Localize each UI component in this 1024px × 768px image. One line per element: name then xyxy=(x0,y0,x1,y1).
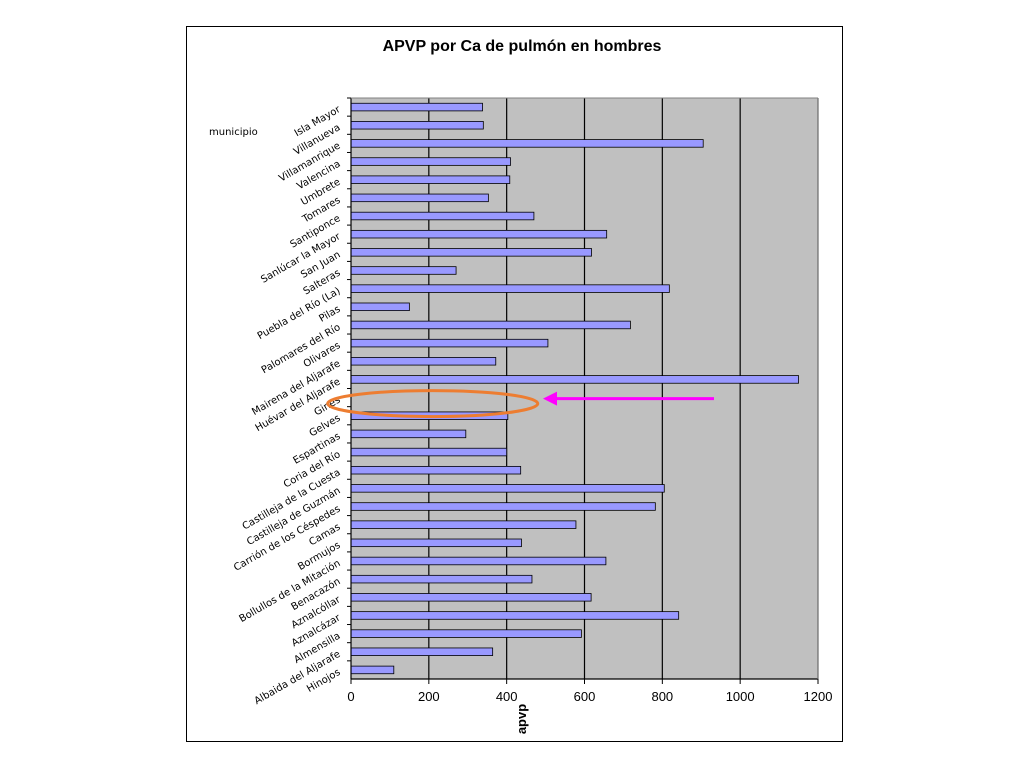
bar-benacazon xyxy=(350,574,533,584)
bar-isla-mayor xyxy=(350,102,483,112)
highlight-arrow-head xyxy=(543,391,557,406)
bar-huevar-del-aljarafe xyxy=(350,375,799,384)
bar-hinojos xyxy=(350,665,395,675)
bar-coria-del-rio xyxy=(350,447,508,457)
y-axis-title: municipio xyxy=(209,127,258,138)
x-tick-label-0: 0 xyxy=(347,689,354,704)
bar-villanueva xyxy=(350,121,484,130)
x-tick-label-800: 800 xyxy=(651,689,673,704)
bar-espartinas xyxy=(350,429,467,439)
chart-title: APVP por Ca de pulmón en hombres xyxy=(383,38,662,55)
axes xyxy=(347,97,819,684)
x-tick-label-400: 400 xyxy=(496,689,518,704)
x-tick-label-600: 600 xyxy=(574,689,596,704)
bar-villamanrique xyxy=(350,139,704,148)
bar-valencina xyxy=(350,157,511,166)
bar-aznalcazar xyxy=(350,611,680,620)
bar-palomares-del-rio xyxy=(350,320,631,330)
bar-tomares xyxy=(350,193,489,203)
bar-albaida-del-aljarafe xyxy=(350,647,494,656)
bar-castilleja-de-guzman xyxy=(350,484,665,493)
annotations xyxy=(326,389,714,419)
bar-castilleja-de-la-cuesta xyxy=(350,465,522,475)
chart-frame: APVP por Ca de pulmón en hombres municip… xyxy=(186,26,843,742)
category-labels: Isla MayorVillanuevaVillamanriqueValenci… xyxy=(232,104,344,707)
bar-santiponce xyxy=(350,211,535,221)
bar-camas xyxy=(350,520,577,529)
bar-umbrete xyxy=(350,175,511,184)
x-tick-label-1200: 1200 xyxy=(804,689,833,704)
bar-san-juan xyxy=(350,248,592,257)
bar-carrion-de-los-cespedes xyxy=(350,502,656,511)
bar-aznalcollar xyxy=(350,593,592,602)
bar-pilas xyxy=(350,302,410,312)
x-tick-labels: 0 200 400 600 800 1000 1200 xyxy=(347,689,832,704)
bar-bormujos xyxy=(350,538,522,548)
x-tick-label-200: 200 xyxy=(418,689,440,704)
bar-sanlucar-la-mayor xyxy=(350,229,608,239)
bar-salteras xyxy=(350,266,457,275)
bar-bollullos-de-la-mitacion xyxy=(350,556,607,566)
x-tick-label-1000: 1000 xyxy=(726,689,755,704)
highlight-ellipse xyxy=(326,389,540,419)
bar-puebla-del-rio-la xyxy=(350,284,670,293)
x-axis-title: apvp xyxy=(514,704,529,734)
bar-olivares xyxy=(350,338,549,348)
bar-almensilla xyxy=(350,629,582,638)
chart-canvas: APVP por Ca de pulmón en hombres municip… xyxy=(209,38,832,734)
bar-mairena-del-aljarafe xyxy=(350,357,497,366)
